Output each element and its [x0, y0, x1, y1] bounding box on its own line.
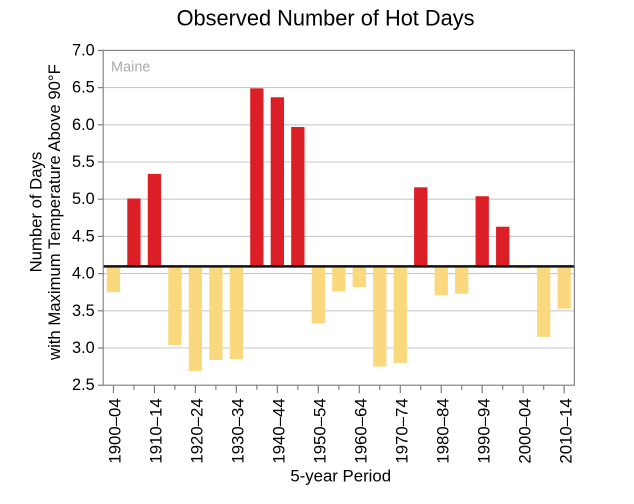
svg-text:2.5: 2.5 [72, 376, 95, 394]
svg-text:4.0: 4.0 [72, 265, 95, 283]
svg-text:2010–14: 2010–14 [556, 398, 575, 463]
svg-text:Number of Days: Number of Days [27, 152, 46, 273]
svg-text:1930–34: 1930–34 [229, 398, 248, 463]
svg-text:4.5: 4.5 [72, 227, 95, 245]
svg-text:2000–04: 2000–04 [515, 398, 534, 463]
svg-text:1980–84: 1980–84 [434, 398, 453, 463]
svg-text:5.0: 5.0 [72, 190, 95, 208]
svg-text:1960–64: 1960–64 [352, 398, 371, 463]
svg-text:1990–94: 1990–94 [475, 398, 494, 463]
svg-text:6.5: 6.5 [72, 79, 95, 97]
svg-text:1950–54: 1950–54 [311, 398, 330, 463]
svg-text:5-year Period: 5-year Period [290, 467, 391, 486]
svg-text:Observed Number of Hot Days: Observed Number of Hot Days [177, 6, 475, 31]
svg-text:6.0: 6.0 [72, 116, 95, 134]
svg-text:Maine: Maine [111, 59, 151, 75]
svg-text:1940–44: 1940–44 [270, 398, 289, 463]
svg-text:3.5: 3.5 [72, 302, 95, 320]
svg-text:1920–24: 1920–24 [188, 398, 207, 463]
svg-text:3.0: 3.0 [72, 339, 95, 357]
svg-text:5.5: 5.5 [72, 153, 95, 171]
svg-text:1900–04: 1900–04 [106, 398, 125, 463]
svg-text:7.0: 7.0 [72, 41, 95, 59]
svg-text:1970–74: 1970–74 [393, 398, 412, 463]
svg-text:with Maximum Temperature Above: with Maximum Temperature Above 90°F [45, 64, 64, 361]
svg-text:1910–14: 1910–14 [147, 398, 166, 463]
